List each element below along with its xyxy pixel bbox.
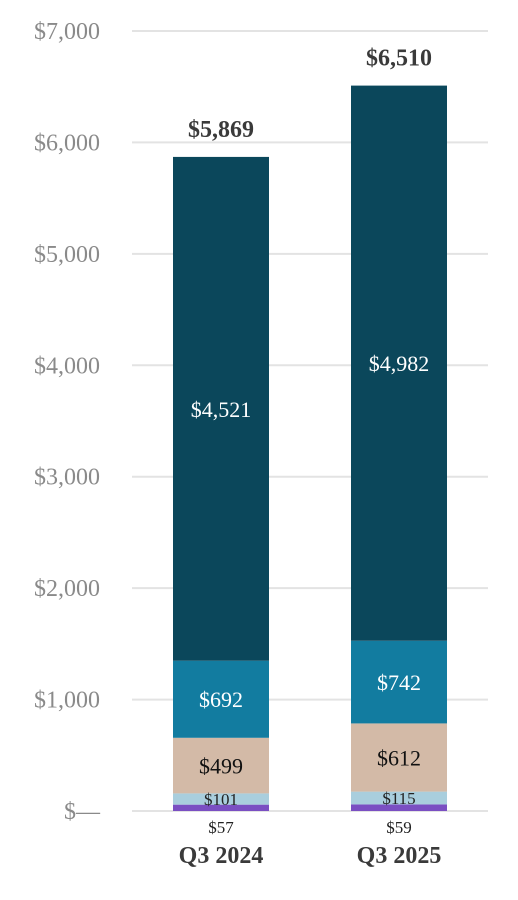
- bars: [173, 85, 447, 811]
- bar-segment: [173, 156, 269, 661]
- bar-segment: [173, 660, 269, 738]
- bar-segment: [351, 804, 447, 811]
- bar-segment: [173, 737, 269, 794]
- segment-value-label: $692: [199, 687, 243, 712]
- bar-segment: [173, 804, 269, 811]
- segment-value-label: $742: [377, 670, 421, 695]
- bar-segment: [351, 640, 447, 724]
- segment-value-label: $57: [208, 818, 234, 837]
- x-category-label: Q3 2024: [179, 843, 264, 869]
- segment-value-label: $59: [386, 818, 412, 837]
- segment-value-label: $115: [382, 789, 415, 808]
- y-tick-label: $2,000: [34, 576, 100, 602]
- x-axis-tick-labels: Q3 2024 Q3 2025: [179, 843, 442, 869]
- segment-value-label: $612: [377, 746, 421, 771]
- y-tick-label: $5,000: [34, 242, 100, 268]
- segment-value-label: $101: [204, 790, 238, 809]
- bar-total-label: $6,510: [366, 46, 432, 72]
- y-axis-tick-labels: $— $1,000 $2,000 $3,000 $4,000 $5,000 $6,000 $7…: [34, 19, 101, 825]
- y-tick-label: $4,000: [34, 353, 100, 379]
- bar-segment: [351, 723, 447, 792]
- y-tick-label: $1,000: [34, 688, 100, 714]
- bar-segment: [173, 793, 269, 805]
- segment-value-label: $4,521: [191, 397, 252, 422]
- y-tick-label: $—: [64, 799, 101, 825]
- bar-segment: [351, 791, 447, 805]
- y-tick-label: $3,000: [34, 465, 100, 491]
- segment-value-label: $4,982: [369, 351, 430, 376]
- bar-total-label: $5,869: [188, 117, 254, 143]
- y-tick-label: $7,000: [34, 19, 100, 45]
- bar-segment: [351, 85, 447, 641]
- x-category-label: Q3 2025: [357, 843, 442, 869]
- segment-value-label: $499: [199, 754, 243, 779]
- data-labels: $57 $101 $499 $692 $4,521 $5,869 $59 $115 $612 $7…: [188, 46, 432, 837]
- y-tick-label: $6,000: [34, 130, 100, 156]
